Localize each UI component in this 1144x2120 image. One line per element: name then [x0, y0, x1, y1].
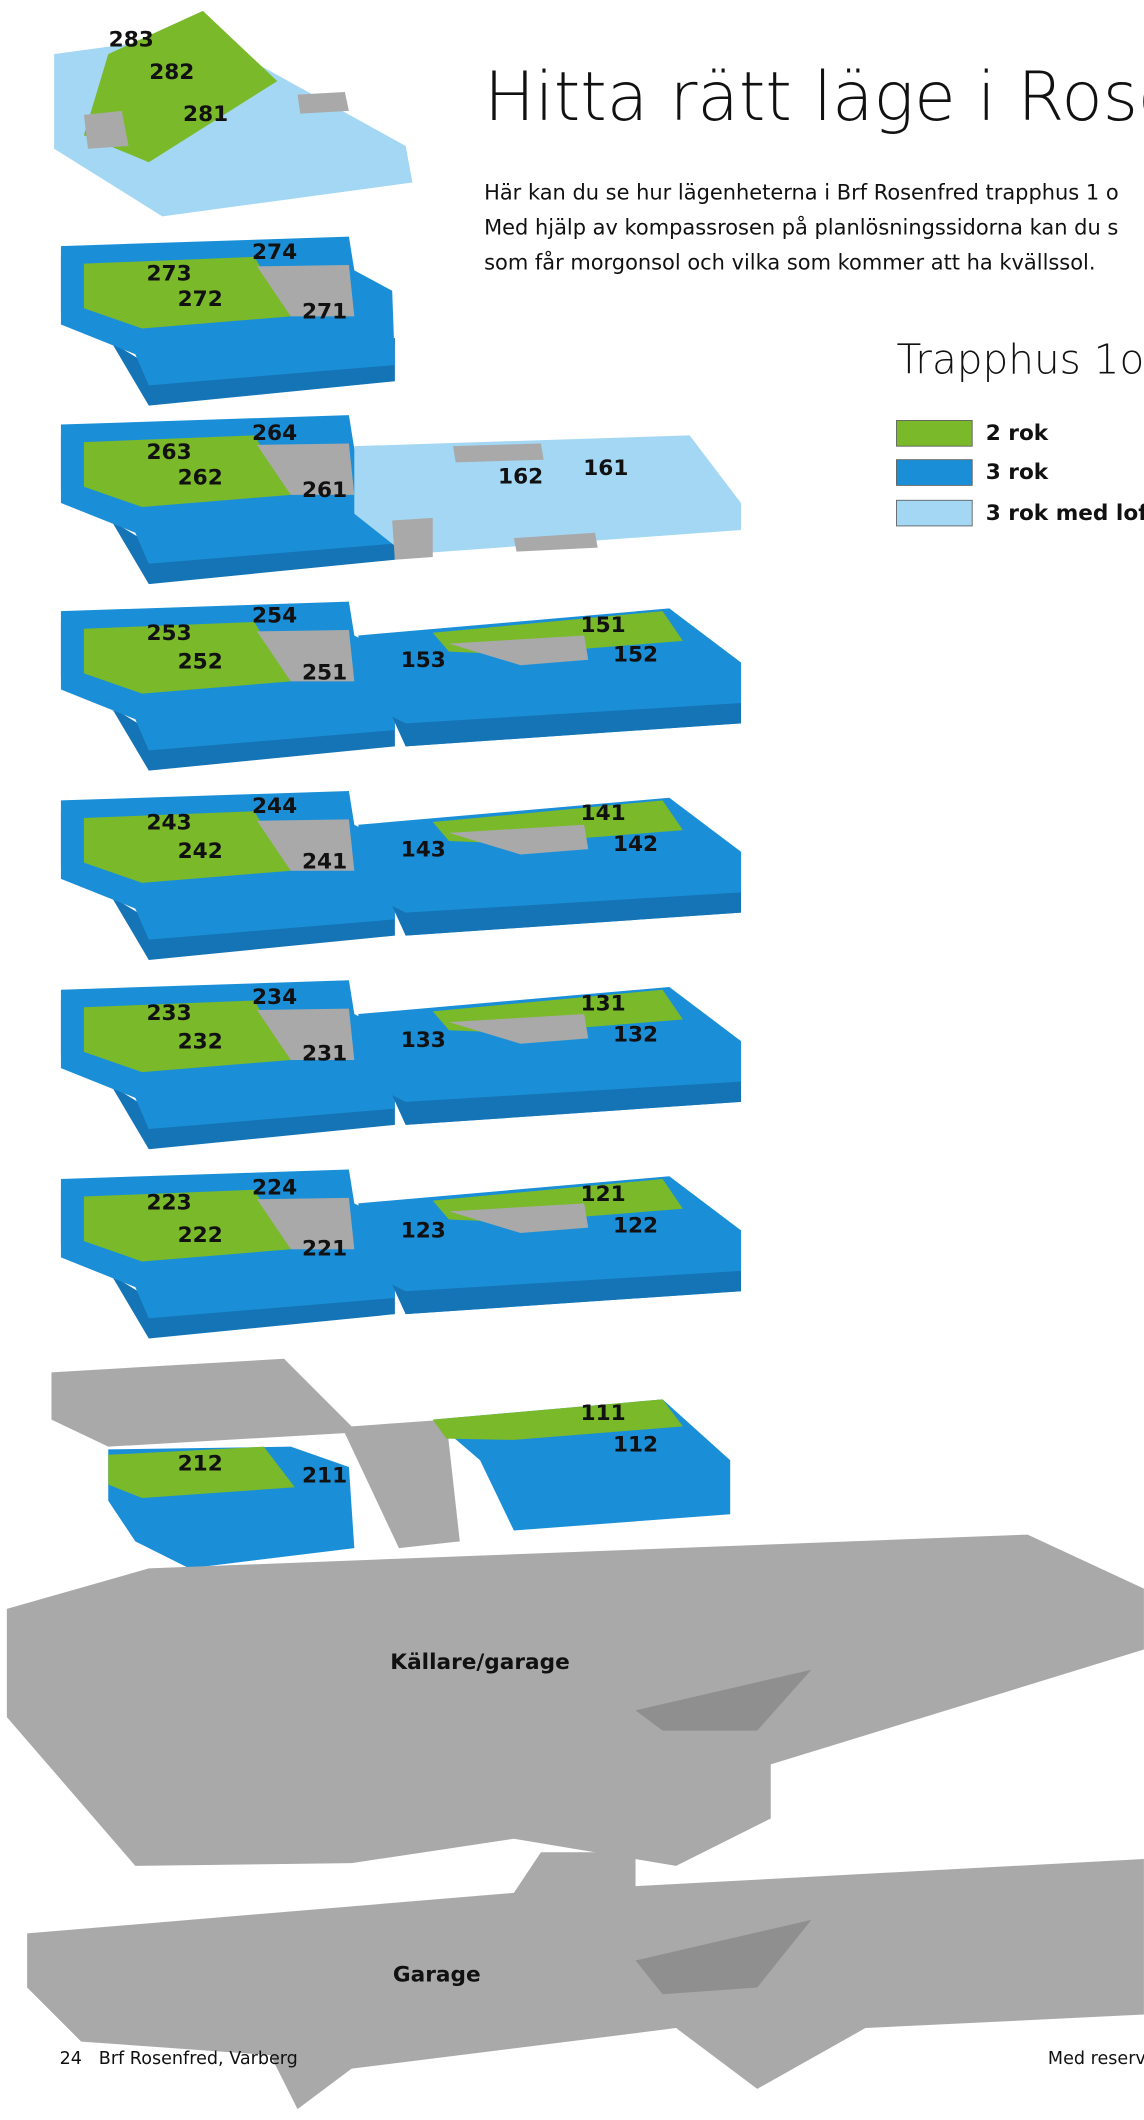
- unit-label: 112: [613, 1432, 658, 1457]
- plan-shape: [256, 1008, 355, 1060]
- unit-label: 261: [302, 478, 347, 503]
- unit-label: 161: [583, 456, 628, 481]
- plan-shape: [83, 435, 291, 508]
- unit-label: 131: [581, 992, 626, 1017]
- unit-label: 251: [302, 660, 347, 685]
- plan-shape: [83, 811, 291, 883]
- plan-shape: [392, 517, 433, 560]
- plan-shape: [448, 824, 589, 855]
- unit-label: 152: [613, 643, 658, 668]
- unit-label: 271: [302, 299, 347, 324]
- intro-line: Med hjälp av kompassrosen på planlösning…: [484, 214, 1118, 239]
- plan-shape: [256, 1197, 355, 1250]
- unit-label: 121: [581, 1182, 626, 1207]
- plan-shape: [297, 91, 349, 114]
- unit-label: 123: [401, 1219, 446, 1244]
- intro-line: Här kan du se hur lägenheterna i Brf Ros…: [484, 180, 1119, 204]
- unit-label: 151: [581, 613, 626, 638]
- plan-shape: [392, 892, 742, 936]
- level-label: Källare/garage: [390, 1650, 569, 1675]
- plan-shape: [6, 1534, 1144, 1866]
- unit-label: 133: [401, 1028, 446, 1053]
- unit-label: 262: [178, 466, 223, 491]
- unit-label: 141: [581, 801, 626, 826]
- legend-label: 2 rok: [986, 421, 1049, 446]
- unit-label: 233: [147, 1001, 192, 1026]
- unit-label: 221: [302, 1236, 347, 1261]
- unit-label: 274: [252, 240, 297, 265]
- legend-swatch: [896, 499, 973, 527]
- plan-shape: [392, 703, 742, 747]
- unit-label: 282: [149, 60, 194, 85]
- unit-label: 223: [147, 1190, 192, 1215]
- unit-label: 153: [401, 648, 446, 673]
- unit-label: 254: [252, 604, 297, 629]
- plan-shape: [448, 1203, 589, 1234]
- unit-label: 244: [252, 794, 297, 819]
- plan-shape: [256, 265, 355, 317]
- unit-label: 243: [147, 810, 192, 835]
- unit-label: 264: [252, 421, 297, 446]
- page-number: 24: [60, 2049, 82, 2069]
- legend-swatch: [896, 459, 973, 486]
- plan-shape: [448, 1014, 589, 1044]
- level-label: Garage: [393, 1962, 481, 1987]
- unit-label: 122: [613, 1213, 658, 1238]
- plan-shape: [108, 1446, 295, 1499]
- unit-label: 281: [183, 102, 228, 127]
- intro-line: som får morgonsol och vilka som kommer a…: [484, 250, 1095, 275]
- floor-plans: [6, 10, 1144, 2110]
- plan-shape: [453, 443, 544, 463]
- plan-shape: [448, 635, 589, 666]
- unit-label: 132: [613, 1023, 658, 1048]
- legend-label: 3 rok: [986, 460, 1049, 485]
- plan-shape: [83, 621, 291, 694]
- plan-shape: [27, 1852, 1144, 2110]
- plan-shape: [256, 819, 355, 871]
- unit-label: 111: [581, 1401, 626, 1426]
- plan-shape: [635, 1669, 812, 1731]
- plan-shape: [83, 10, 278, 163]
- unit-label: 142: [613, 832, 658, 857]
- plan-shape: [256, 630, 355, 682]
- unit-label: 242: [178, 839, 223, 864]
- unit-label: 252: [178, 650, 223, 675]
- plan-shape: [392, 1270, 742, 1315]
- unit-label: 211: [302, 1463, 347, 1488]
- unit-label: 212: [178, 1451, 223, 1476]
- plan-shape: [354, 435, 742, 555]
- unit-label: 273: [147, 261, 192, 286]
- legend-label: 3 rok med lof: [986, 501, 1144, 526]
- plan-shape: [256, 443, 355, 495]
- unit-label: 162: [498, 464, 543, 489]
- plan-shape: [51, 1358, 460, 1549]
- unit-label: 253: [147, 621, 192, 646]
- plan-shape: [432, 1399, 683, 1440]
- unit-label: 283: [109, 28, 154, 53]
- plan-shape: [83, 110, 129, 149]
- plan-shape: [83, 1189, 291, 1262]
- unit-label: 222: [178, 1223, 223, 1248]
- legend-swatch: [896, 420, 973, 447]
- unit-label: 263: [147, 440, 192, 465]
- title: Hitta rätt läge i Rosen: [484, 57, 1144, 136]
- plan-shape: [513, 532, 598, 552]
- unit-label: 234: [252, 985, 297, 1010]
- unit-label: 241: [302, 850, 347, 875]
- publication: Brf Rosenfred, Varberg: [99, 2049, 298, 2069]
- plan-shape: [83, 256, 291, 329]
- plan-shape: [635, 1919, 812, 1995]
- legend-title: Trapphus 1oc: [896, 335, 1144, 383]
- unit-label: 224: [252, 1175, 297, 1200]
- unit-label: 232: [178, 1029, 223, 1054]
- unit-label: 143: [401, 837, 446, 862]
- unit-label: 272: [178, 287, 223, 312]
- unit-label: 231: [302, 1042, 347, 1067]
- plan-shape: [83, 1000, 291, 1073]
- plan-shape: [392, 1081, 742, 1125]
- footer-note: Med reserva: [1048, 2049, 1144, 2069]
- unit-labels: 283 282 281 273 274 272 271 263 264 262 261 162 161 2…: [109, 28, 658, 1489]
